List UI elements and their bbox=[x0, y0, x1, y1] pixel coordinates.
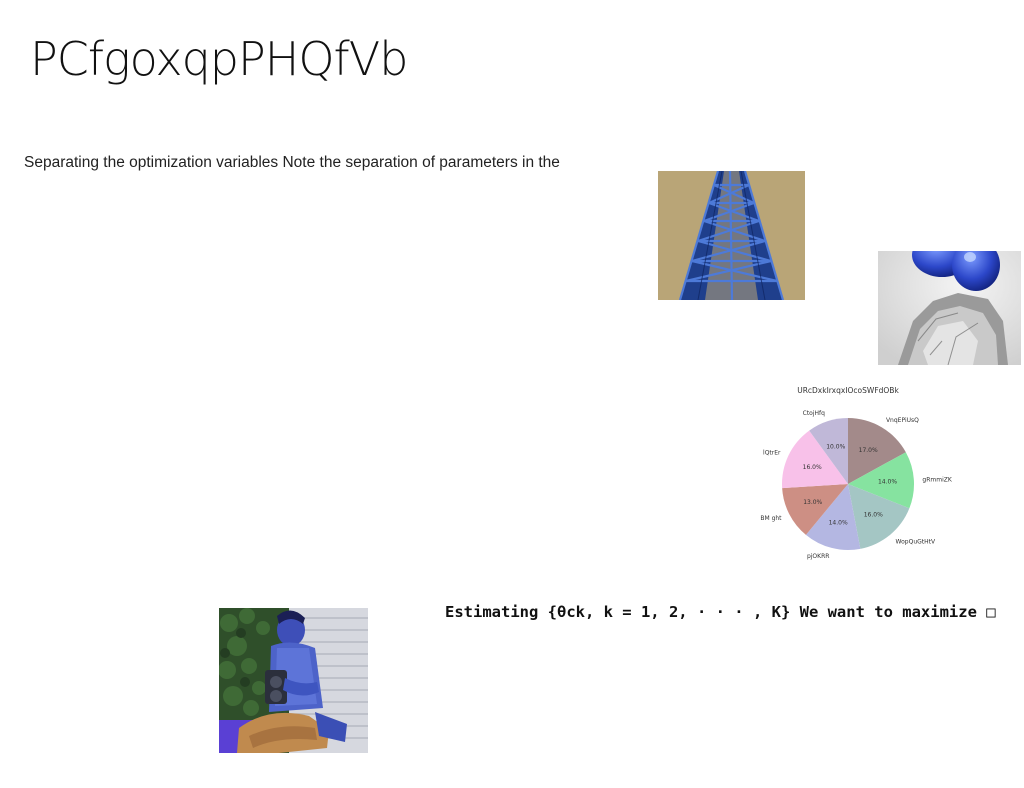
pie-percent-label: 14.0% bbox=[829, 519, 848, 526]
helmet-photo bbox=[878, 251, 1021, 365]
person-camera-photo bbox=[219, 608, 368, 753]
page-title: PCfgoxqpPHQfVb bbox=[30, 32, 408, 86]
pie-category-label: VnqEPiUsQ bbox=[886, 417, 919, 424]
pie-slice-5 bbox=[782, 484, 848, 535]
pie-percent-label: 16.0% bbox=[864, 512, 883, 519]
pie-slice-2 bbox=[848, 452, 915, 509]
pie-percent-label: 14.0% bbox=[878, 479, 897, 486]
pie-slice-7 bbox=[809, 418, 848, 484]
pie-category-label: BM ght bbox=[760, 515, 782, 522]
body-paragraph: Separating the optimization variables No… bbox=[24, 154, 560, 171]
pie-category-label: lQtrEr bbox=[763, 449, 781, 456]
pie-category-label: gRmmiZK bbox=[922, 476, 952, 483]
pie-slice-3 bbox=[848, 484, 910, 549]
equation-heading: Estimating {θck, k = 1, 2, · · · , K} We… bbox=[445, 603, 996, 621]
pie-percent-label: 13.0% bbox=[803, 499, 822, 506]
pie-category-label: CtojHfq bbox=[803, 410, 826, 417]
chart-title: URcDxkIrxqxIOcoSWFdOBk bbox=[797, 386, 899, 395]
pie-chart: URcDxkIrxqxIOcoSWFdOBk 17.0% VnqEPiUsQ 14.… bbox=[760, 386, 952, 560]
pie-category-label: pjOKRR bbox=[807, 553, 829, 560]
pie-slice-6 bbox=[781, 430, 848, 489]
pie-slice-4 bbox=[805, 484, 861, 550]
pie-slices bbox=[781, 418, 915, 550]
pie-category-label: WopQuGtHtV bbox=[896, 538, 936, 545]
pie-percent-label: 17.0% bbox=[859, 447, 878, 454]
pie-percent-label: 10.0% bbox=[826, 443, 845, 450]
pie-labels: 17.0% VnqEPiUsQ 14.0% gRmmiZK 16.0% WopQuGtHt… bbox=[760, 410, 952, 560]
pie-slice-1 bbox=[848, 418, 906, 484]
pie-percent-label: 16.0% bbox=[803, 464, 822, 471]
tower-photo bbox=[658, 171, 805, 300]
